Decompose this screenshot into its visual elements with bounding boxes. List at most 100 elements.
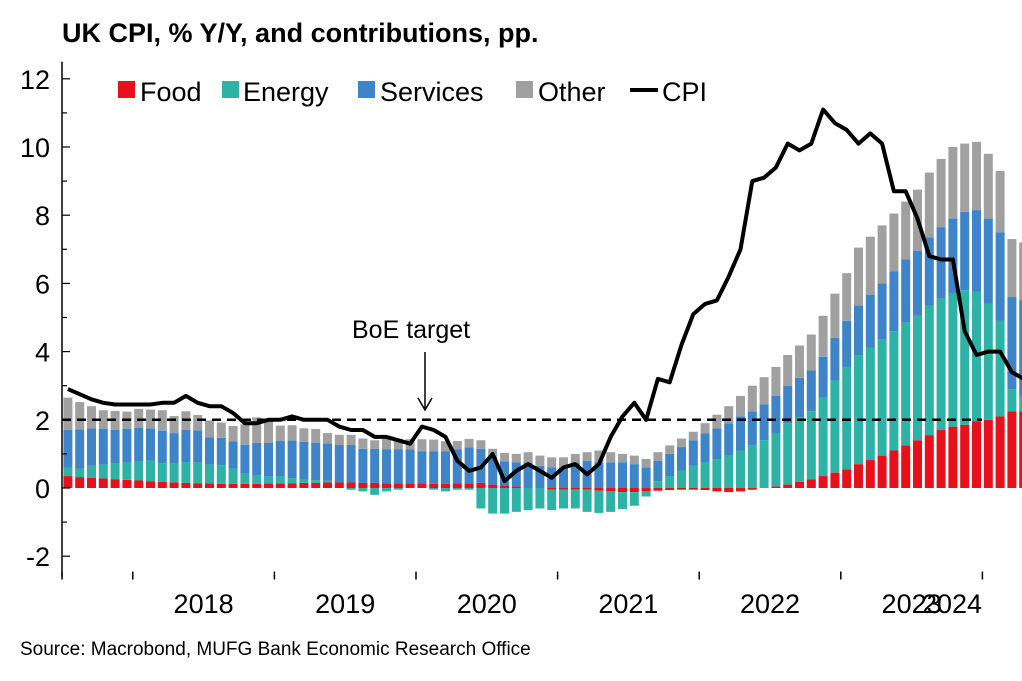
- bar-food-32: [441, 483, 450, 488]
- bar-food-72: [913, 440, 922, 488]
- bar-services-23: [334, 445, 344, 483]
- bar-food-80: [1007, 411, 1017, 488]
- bar-services-60: [771, 395, 781, 434]
- bar-other-79: [995, 170, 1005, 233]
- bar-other-20: [299, 428, 309, 442]
- bar-energy-41: [547, 489, 557, 511]
- legend-label-other: Other: [538, 77, 606, 107]
- bar-services-10: [181, 430, 191, 463]
- bar-services-29: [405, 449, 415, 484]
- bar-other-57: [736, 395, 745, 417]
- bar-services-9: [169, 433, 179, 464]
- bar-energy-12: [205, 464, 214, 484]
- bar-food-41: [547, 488, 557, 490]
- bar-food-2: [87, 477, 96, 488]
- bar-other-80: [1007, 239, 1017, 298]
- bar-food-19: [287, 483, 297, 488]
- bar-energy-1: [75, 468, 85, 478]
- bar-food-12: [205, 483, 214, 488]
- legend-label-food: Food: [140, 77, 202, 107]
- bar-other-59: [759, 377, 769, 405]
- x-tick-label-2022: 2022: [740, 589, 800, 619]
- bar-other-41: [547, 457, 557, 468]
- bar-energy-3: [98, 464, 108, 479]
- bar-energy-17: [264, 476, 273, 484]
- bar-energy-79: [995, 320, 1005, 417]
- bar-services-66: [842, 320, 852, 367]
- legend: Food Energy Services Other CPI: [118, 77, 707, 107]
- bar-food-57: [736, 488, 745, 492]
- bar-other-7: [146, 409, 155, 429]
- bar-energy-6: [134, 461, 144, 481]
- bar-energy-14: [228, 468, 238, 484]
- bar-other-76: [960, 143, 970, 212]
- bar-services-40: [535, 465, 545, 488]
- bar-services-1: [75, 429, 85, 469]
- bar-other-23: [334, 434, 344, 446]
- bar-energy-24: [346, 488, 356, 490]
- bar-other-12: [205, 420, 214, 438]
- bar-food-20: [299, 482, 309, 488]
- bar-other-48: [629, 455, 639, 465]
- bar-energy-70: [889, 331, 899, 451]
- bar-energy-26: [370, 488, 380, 495]
- bar-other-15: [240, 424, 250, 445]
- bar-energy-54: [700, 462, 710, 488]
- bar-food-46: [606, 488, 616, 492]
- bar-food-9: [169, 482, 179, 488]
- bar-other-9: [169, 416, 179, 434]
- bar-energy-35: [476, 488, 486, 509]
- bar-food-38: [511, 486, 521, 488]
- bar-energy-57: [736, 450, 745, 488]
- bar-food-42: [559, 488, 568, 490]
- bar-food-10: [181, 482, 191, 488]
- y-tick-label: 0: [35, 474, 50, 504]
- bar-energy-64: [818, 397, 828, 477]
- bar-energy-59: [759, 440, 769, 488]
- bar-other-27: [382, 438, 391, 450]
- bar-other-69: [877, 225, 887, 284]
- bar-energy-8: [157, 463, 167, 482]
- bar-other-44: [582, 452, 592, 461]
- bar-energy-56: [724, 455, 734, 488]
- bar-services-42: [559, 467, 568, 488]
- bar-food-16: [252, 483, 262, 488]
- bar-services-56: [724, 423, 734, 456]
- bar-services-43: [570, 462, 580, 488]
- bar-energy-43: [570, 489, 580, 509]
- bar-food-25: [358, 482, 368, 488]
- bar-food-60: [771, 486, 781, 488]
- bar-other-14: [228, 425, 238, 442]
- bar-other-75: [948, 147, 958, 219]
- bar-food-45: [594, 488, 604, 491]
- bar-other-17: [264, 420, 273, 443]
- bar-energy-16: [252, 475, 262, 484]
- bar-other-8: [157, 410, 167, 431]
- bar-food-53: [688, 488, 698, 490]
- bar-services-48: [629, 464, 639, 488]
- bar-other-68: [865, 236, 875, 295]
- bar-other-3: [98, 410, 108, 429]
- bar-services-74: [936, 227, 946, 299]
- bar-food-23: [334, 482, 344, 488]
- bar-other-47: [618, 453, 627, 463]
- bar-other-37: [500, 452, 509, 462]
- bar-services-79: [995, 232, 1005, 321]
- bar-food-21: [311, 482, 321, 488]
- bar-energy-71: [901, 322, 911, 446]
- bar-energy-0: [63, 467, 73, 477]
- bar-food-18: [275, 483, 285, 488]
- bar-services-61: [783, 385, 793, 424]
- bar-energy-66: [842, 366, 852, 470]
- bar-services-73: [924, 237, 934, 306]
- bar-other-25: [358, 438, 368, 449]
- bar-other-18: [275, 425, 285, 441]
- bar-services-16: [252, 442, 262, 476]
- bar-energy-36: [488, 488, 498, 514]
- bar-food-63: [806, 479, 816, 488]
- bar-services-14: [228, 441, 238, 469]
- bar-food-48: [629, 488, 639, 493]
- bar-other-50: [653, 452, 663, 461]
- chart-title: UK CPI, % Y/Y, and contributions, pp.: [62, 18, 539, 48]
